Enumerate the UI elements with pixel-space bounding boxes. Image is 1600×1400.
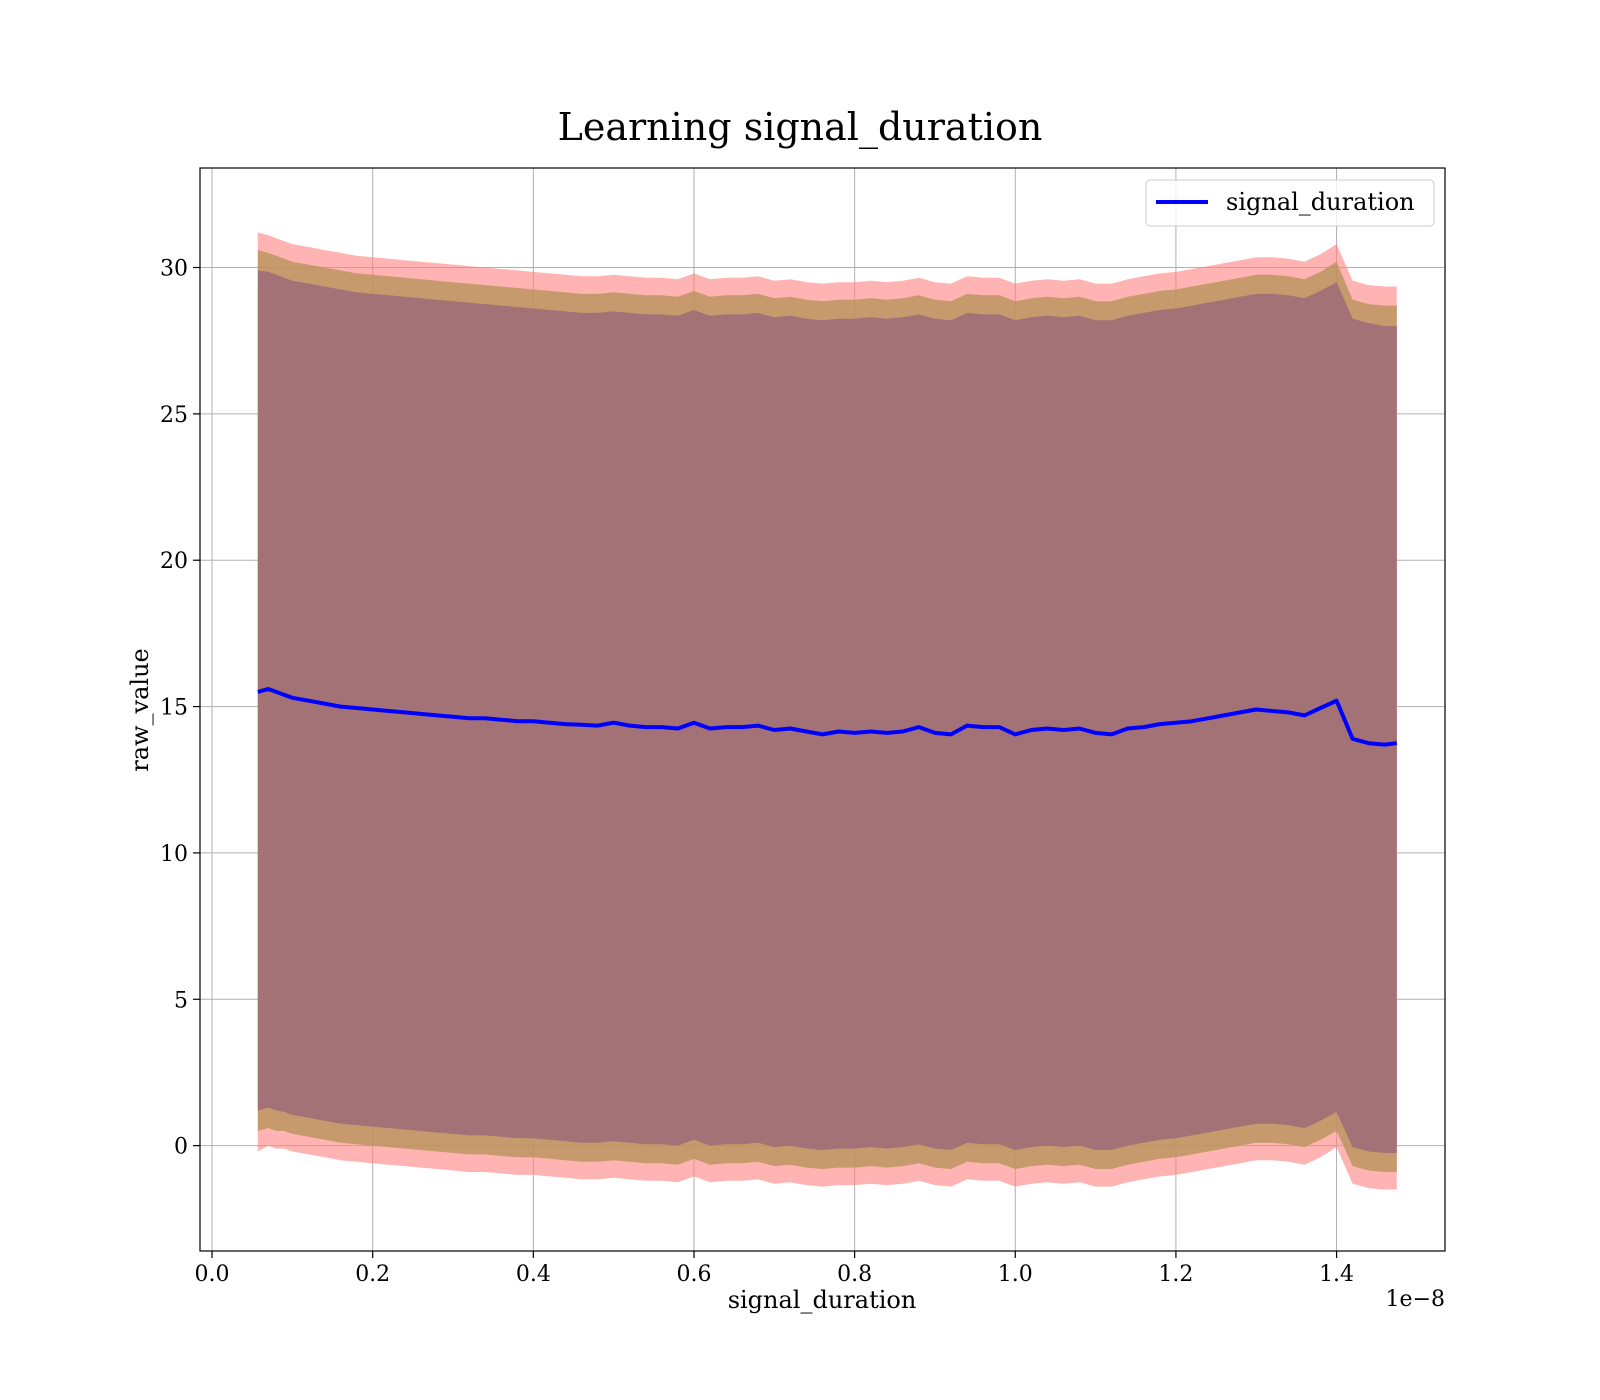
y-tick-label: 0 (174, 1135, 188, 1160)
y-tick-label: 25 (160, 403, 188, 428)
series-lines (257, 687, 1398, 747)
y-tick-label: 20 (160, 549, 188, 574)
x-axis-offset-label: 1e−8 (1386, 1287, 1445, 1312)
confidence-bands (257, 232, 1397, 1190)
x-tick-label: 1.2 (1158, 1262, 1193, 1287)
band-inner (257, 270, 1397, 1153)
legend: signal_duration (1145, 179, 1435, 227)
plot-frame (199, 167, 1446, 1252)
y-tick-label: 10 (160, 842, 188, 867)
series-line-signal-duration (257, 687, 1398, 747)
x-tick-label: 1.0 (998, 1262, 1033, 1287)
x-tick-label: 0.8 (837, 1262, 872, 1287)
y-axis-label: raw_value (126, 648, 154, 772)
chart-title: Learning signal_duration (558, 105, 1043, 150)
x-tick-label: 0.0 (195, 1262, 230, 1287)
x-tick-label: 0.2 (355, 1262, 390, 1287)
x-axis-ticks: 0.0 0.2 0.4 0.6 0.8 1.0 1.2 1.4 (195, 1251, 1354, 1287)
x-tick-label: 0.4 (516, 1262, 551, 1287)
y-tick-label: 30 (160, 257, 188, 282)
x-axis-label: signal_duration (728, 1286, 917, 1314)
x-tick-label: 0.6 (676, 1262, 711, 1287)
legend-box (1145, 179, 1435, 227)
y-tick-label: 5 (174, 988, 188, 1013)
y-axis-ticks: 0 5 10 15 20 25 30 (160, 257, 200, 1160)
x-tick-label: 1.4 (1319, 1262, 1354, 1287)
legend-label: signal_duration (1226, 188, 1415, 216)
y-tick-label: 15 (160, 696, 188, 721)
